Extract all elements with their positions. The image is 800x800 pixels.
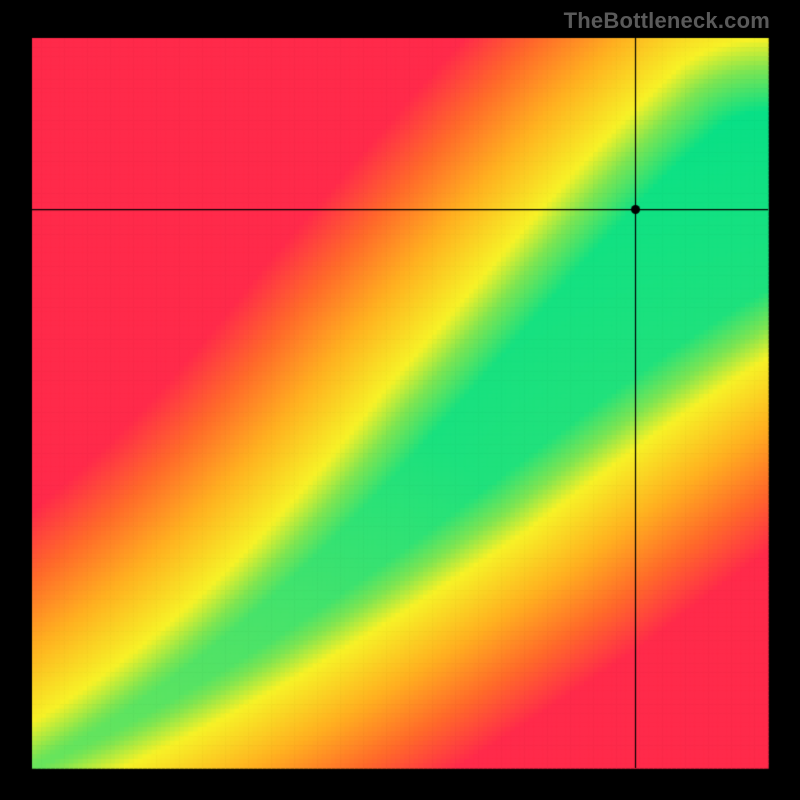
watermark-text: TheBottleneck.com xyxy=(564,8,770,34)
chart-container: TheBottleneck.com xyxy=(0,0,800,800)
bottleneck-heatmap xyxy=(0,0,800,800)
